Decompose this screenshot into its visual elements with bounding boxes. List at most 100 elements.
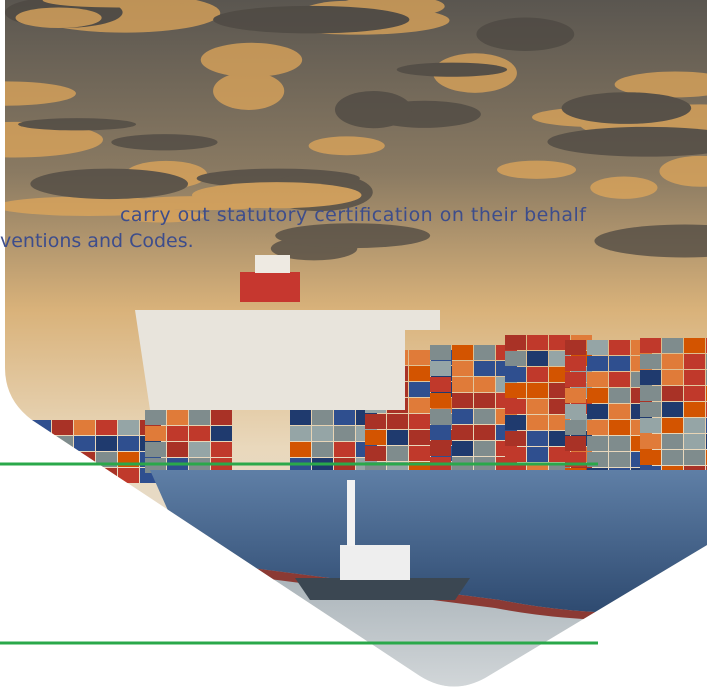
container (505, 351, 526, 366)
cloud (590, 177, 657, 199)
container (609, 452, 630, 467)
cloud (111, 134, 217, 150)
container (365, 446, 386, 461)
container (505, 367, 526, 382)
tugboat-hull (295, 578, 470, 600)
container (211, 426, 232, 441)
container (387, 414, 408, 429)
container (409, 350, 430, 365)
container (505, 335, 526, 350)
container (684, 370, 705, 385)
container (189, 410, 210, 425)
cloud (213, 6, 409, 34)
container (365, 414, 386, 429)
container (684, 434, 705, 449)
container (527, 447, 548, 462)
cloud (213, 72, 284, 110)
cloud (201, 43, 302, 77)
container (312, 410, 333, 425)
container (30, 468, 51, 483)
container (409, 430, 430, 445)
container (527, 431, 548, 446)
container (167, 410, 188, 425)
container (474, 441, 495, 456)
container (640, 418, 661, 433)
container (609, 420, 630, 435)
container (684, 386, 705, 401)
container (640, 402, 661, 417)
container (452, 377, 473, 392)
container (409, 398, 430, 413)
tugboat-mast (347, 480, 355, 546)
container (609, 404, 630, 419)
container (684, 450, 705, 465)
cloud (335, 91, 412, 128)
container (662, 434, 683, 449)
container (565, 340, 586, 355)
container (609, 340, 630, 355)
container (118, 436, 139, 451)
container (609, 388, 630, 403)
container (430, 361, 451, 376)
container (96, 436, 117, 451)
container (505, 415, 526, 430)
container (312, 426, 333, 441)
container (474, 425, 495, 440)
container (587, 420, 608, 435)
container (684, 338, 705, 353)
container (474, 377, 495, 392)
container (409, 366, 430, 381)
container (167, 442, 188, 457)
container (334, 426, 355, 441)
container (684, 418, 705, 433)
container (452, 361, 473, 376)
container (145, 442, 166, 457)
container (189, 426, 210, 441)
container (474, 393, 495, 408)
container (145, 410, 166, 425)
container (452, 425, 473, 440)
body-text: carry out statutory certification on the… (120, 204, 587, 226)
bridge (135, 310, 440, 410)
container (527, 415, 548, 430)
cloud (397, 63, 507, 77)
container (587, 340, 608, 355)
container (30, 420, 51, 435)
container (684, 402, 705, 417)
cloud (16, 8, 102, 29)
container (290, 442, 311, 457)
container (452, 441, 473, 456)
container (662, 354, 683, 369)
container (505, 431, 526, 446)
container (640, 370, 661, 385)
container (474, 409, 495, 424)
container (587, 436, 608, 451)
container (74, 468, 95, 483)
container (609, 356, 630, 371)
container (505, 383, 526, 398)
container (662, 418, 683, 433)
cloud (30, 169, 188, 199)
container (640, 386, 661, 401)
container (527, 335, 548, 350)
container (430, 345, 451, 360)
container (452, 409, 473, 424)
cloud (476, 18, 574, 51)
container (167, 426, 188, 441)
container (587, 372, 608, 387)
container (211, 442, 232, 457)
container (334, 442, 355, 457)
container (527, 399, 548, 414)
page: Ship html, body { margin: 0; padding: 0;… (0, 0, 707, 689)
container (565, 388, 586, 403)
container (74, 420, 95, 435)
container (587, 356, 608, 371)
container (409, 446, 430, 461)
cloud (497, 161, 576, 179)
container (452, 393, 473, 408)
cloud (309, 136, 385, 155)
container (565, 420, 586, 435)
cloud (562, 92, 692, 124)
container (640, 354, 661, 369)
container (565, 404, 586, 419)
